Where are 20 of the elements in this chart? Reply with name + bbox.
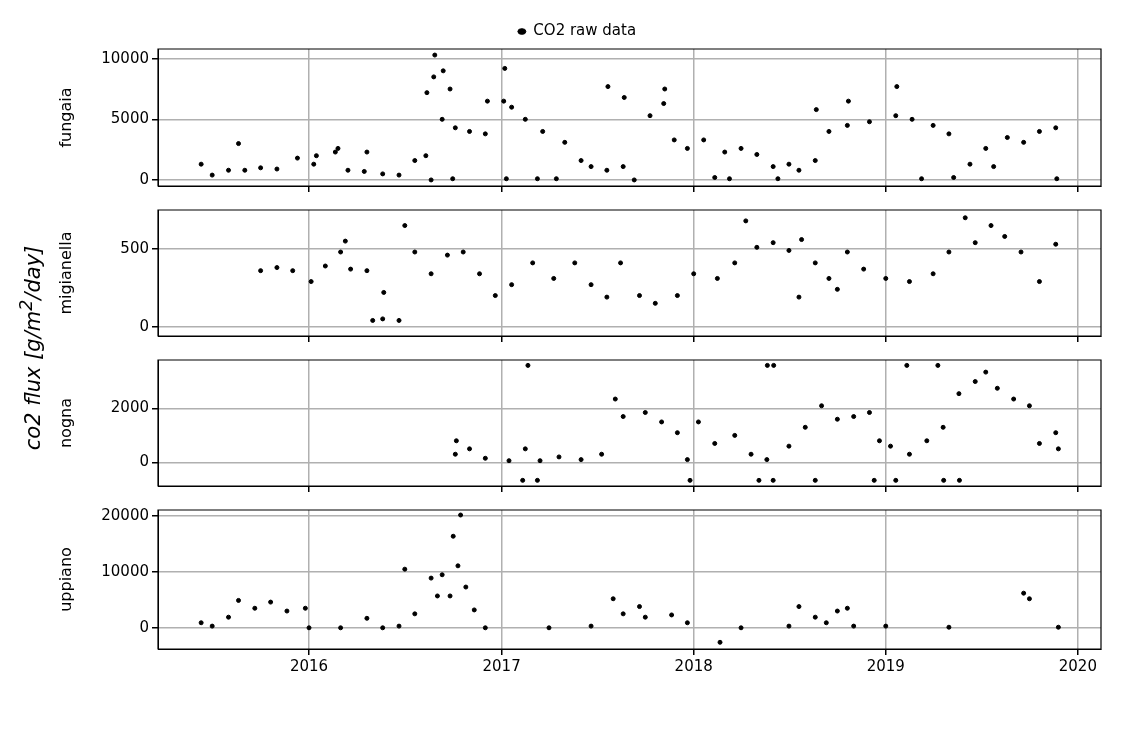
x-tick-label: 2017	[482, 656, 521, 675]
y-tick-label: 0	[139, 452, 149, 471]
x-tick-label: 2019	[866, 656, 905, 675]
y-tick-label: 2000	[110, 398, 149, 417]
y-tick-label: 10000	[101, 48, 149, 67]
y-tick-label: 0	[139, 617, 149, 636]
y-tick-label: 0	[139, 169, 149, 188]
y-axis-title: migianella	[55, 231, 75, 315]
x-tick-label: 2018	[674, 656, 713, 675]
y-axis-title: uppiano	[55, 547, 75, 612]
y-tick-label: 500	[120, 238, 149, 257]
y-tick-label: 5000	[110, 109, 149, 128]
x-tick-label: 2016	[289, 656, 329, 675]
y-tick-label: 0	[139, 316, 149, 335]
y-axis-title: nogna	[55, 397, 75, 449]
x-tick-label: 2020	[1058, 656, 1097, 675]
legend-label: CO2 raw data	[533, 21, 637, 40]
y-tick-label: 20000	[101, 506, 149, 525]
y-axis-title: fungaia	[55, 87, 75, 148]
y-tick-label: 10000	[101, 561, 149, 580]
